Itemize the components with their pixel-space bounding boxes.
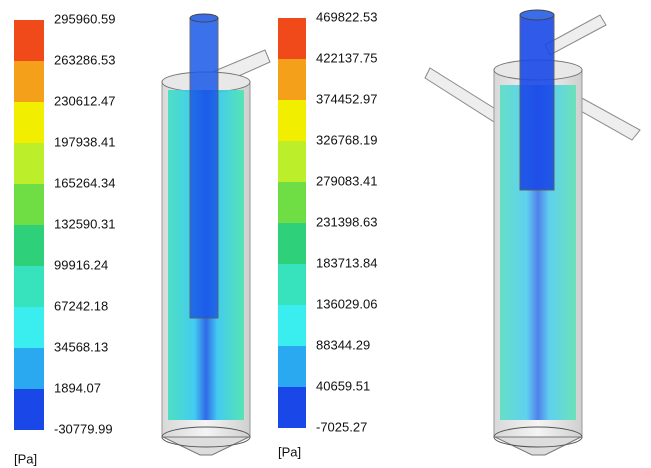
color-band xyxy=(14,184,44,225)
color-band xyxy=(14,102,44,143)
color-band xyxy=(278,100,306,141)
color-band xyxy=(278,346,306,387)
colorbar-label: 40659.51 xyxy=(316,378,370,393)
color-band xyxy=(278,182,306,223)
colorbar-label: 230612.47 xyxy=(54,93,115,108)
color-band xyxy=(14,143,44,184)
color-band xyxy=(14,389,44,430)
colorbar-label: 34568.13 xyxy=(54,339,108,354)
colorbar-label: 183713.84 xyxy=(316,255,377,270)
colorbar-label: -30779.99 xyxy=(54,421,113,436)
colorbar-label: 67242.18 xyxy=(54,298,108,313)
colorbar-unit: [Pa] xyxy=(14,451,37,466)
figure: 295960.59 263286.53 230612.47 197938.41 1652… xyxy=(0,0,651,468)
colorbar-label: 231398.63 xyxy=(316,214,377,229)
colorbar-label: 132590.31 xyxy=(54,216,115,231)
color-band xyxy=(14,266,44,307)
color-band xyxy=(278,264,306,305)
colorbar-label: 88344.29 xyxy=(316,337,370,352)
color-band xyxy=(278,18,306,59)
cfd-render-left xyxy=(162,14,270,455)
color-band xyxy=(14,307,44,348)
color-band xyxy=(14,20,44,61)
colorbar-label: 422137.75 xyxy=(316,50,377,65)
colorbar-unit: [Pa] xyxy=(278,444,301,459)
color-band xyxy=(14,348,44,389)
colorbar-label: 136029.06 xyxy=(316,296,377,311)
colorbar-label: 295960.59 xyxy=(54,11,115,26)
color-band xyxy=(278,305,306,346)
cfd-render-right xyxy=(425,10,640,455)
colorbar-label: 374452.97 xyxy=(316,91,377,106)
colorbar-label: 263286.53 xyxy=(54,52,115,67)
color-band xyxy=(14,225,44,266)
color-band xyxy=(14,61,44,102)
colorbar-label: 1894.07 xyxy=(54,380,101,395)
color-band xyxy=(278,141,306,182)
colorbar-label: 326768.19 xyxy=(316,132,377,147)
colorbar-label: -7025.27 xyxy=(316,419,367,434)
colorbar-label: 165264.34 xyxy=(54,175,115,190)
colorbar-label: 99916.24 xyxy=(54,257,108,272)
colorbar-label: 197938.41 xyxy=(54,134,115,149)
color-band xyxy=(278,387,306,428)
colorbar-label: 279083.41 xyxy=(316,173,377,188)
color-band xyxy=(278,223,306,264)
colorbar-label: 469822.53 xyxy=(316,9,377,24)
color-band xyxy=(278,59,306,100)
